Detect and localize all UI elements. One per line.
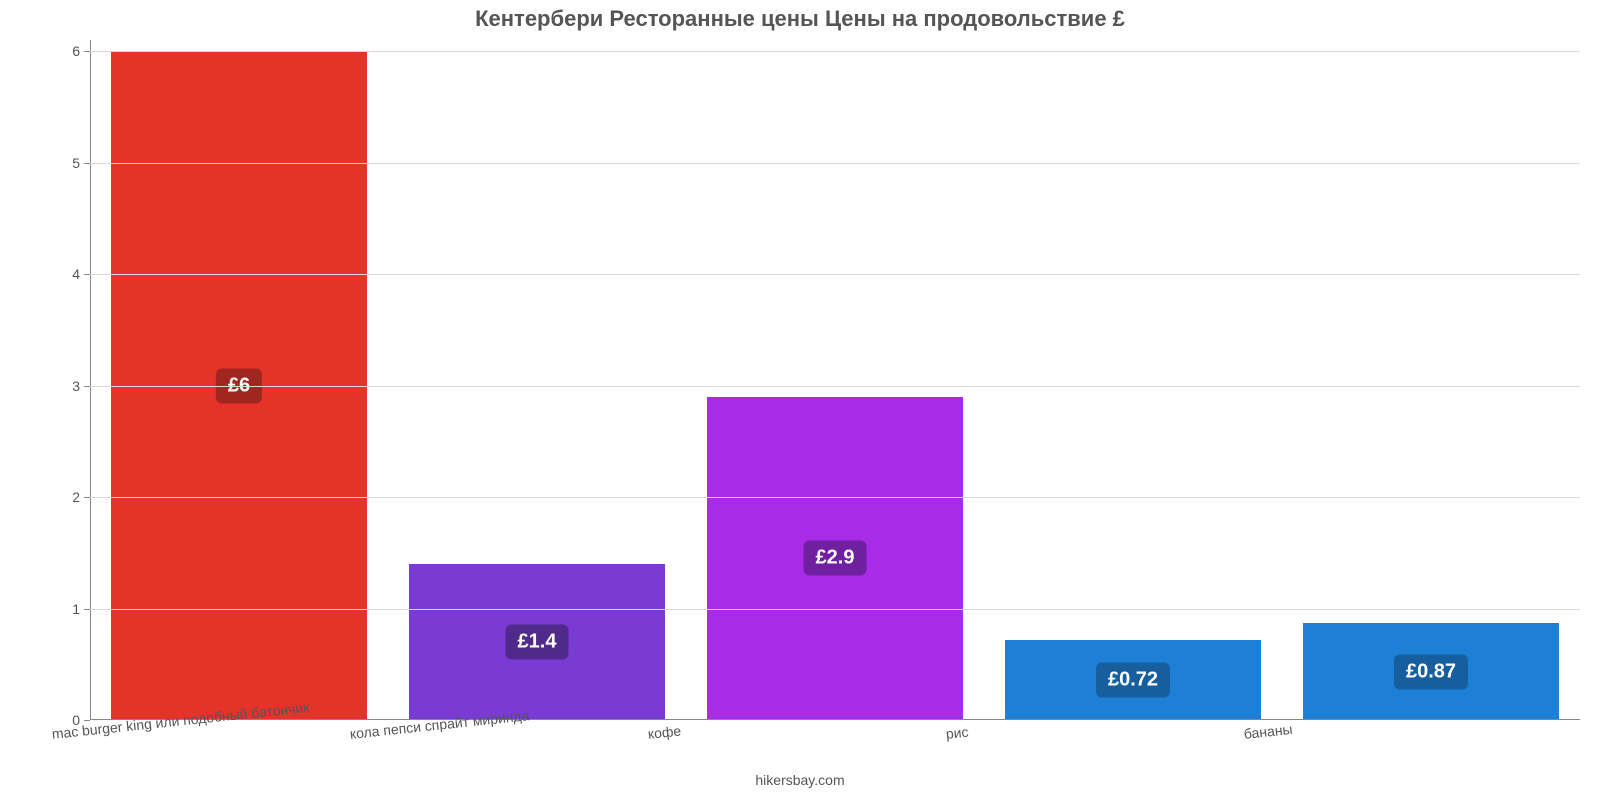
- x-tick-label: рис: [945, 724, 969, 742]
- price-bar-chart: Кентербери Ресторанные цены Цены на прод…: [0, 0, 1600, 800]
- x-tick-label: бананы: [1243, 721, 1293, 742]
- bars-container: £6 £1.4 £2.9 £0.72 £0.87: [90, 40, 1580, 720]
- y-tick-label: 5: [72, 155, 90, 171]
- value-badge: £0.72: [1096, 662, 1170, 697]
- grid-line: [90, 497, 1580, 498]
- y-axis-line: [90, 40, 91, 720]
- grid-line: [90, 609, 1580, 610]
- y-tick-label: 3: [72, 378, 90, 394]
- bar: £1.4: [409, 564, 665, 720]
- bar: £0.72: [1005, 640, 1261, 720]
- bar-slot: £6: [90, 40, 388, 720]
- grid-line: [90, 51, 1580, 52]
- value-badge: £1.4: [506, 624, 569, 659]
- y-tick-label: 2: [72, 489, 90, 505]
- y-tick-label: 6: [72, 43, 90, 59]
- bar-slot: £2.9: [686, 40, 984, 720]
- bar-slot: £0.87: [1282, 40, 1580, 720]
- y-tick-label: 1: [72, 601, 90, 617]
- chart-title: Кентербери Ресторанные цены Цены на прод…: [0, 6, 1600, 32]
- bar-slot: £1.4: [388, 40, 686, 720]
- bar: £2.9: [707, 397, 963, 720]
- plot-area: £6£1.4£2.9£0.72£0.87 0123456: [90, 40, 1580, 720]
- bar-slot: £0.72: [984, 40, 1282, 720]
- grid-line: [90, 386, 1580, 387]
- bar: £0.87: [1303, 623, 1559, 720]
- grid-line: [90, 274, 1580, 275]
- value-badge: £2.9: [804, 541, 867, 576]
- grid-line: [90, 163, 1580, 164]
- x-tick-label: кофе: [647, 723, 682, 742]
- value-badge: £0.87: [1394, 654, 1468, 689]
- x-axis-labels: mac burger king или подобный батончиккол…: [90, 720, 1580, 760]
- y-tick-label: 4: [72, 266, 90, 282]
- credit-text: hikersbay.com: [0, 772, 1600, 788]
